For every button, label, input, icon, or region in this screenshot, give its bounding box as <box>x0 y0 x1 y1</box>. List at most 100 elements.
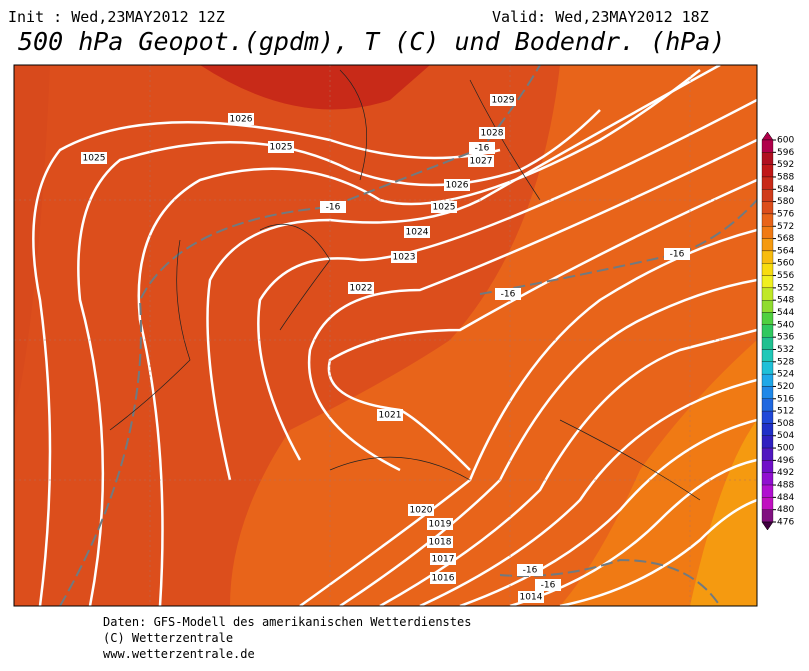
colorbar-label: 568 <box>777 234 794 244</box>
isobar-label: 1023 <box>393 253 416 263</box>
colorbar-swatch <box>761 349 774 362</box>
colorbar-swatch <box>761 472 774 486</box>
colorbar-swatch <box>761 312 774 325</box>
isobar-label: 1014 <box>520 593 543 603</box>
isobar-label: 1019 <box>429 520 452 530</box>
colorbar-swatch <box>761 373 774 387</box>
temperature-label: -16 <box>670 250 685 260</box>
isobar-label-box <box>518 591 544 603</box>
graticule <box>14 65 757 606</box>
colorbar-swatch <box>761 213 774 227</box>
colorbar-label: 492 <box>777 468 794 478</box>
isobar-label: 1025 <box>83 154 106 164</box>
colorbar-swatch <box>761 275 774 289</box>
colorbar-label: 536 <box>777 333 794 343</box>
map-area: 1029 1028 1027 1026 1025 1025 1026 1025 1024 1023… <box>14 65 757 606</box>
colorbar-label: 528 <box>777 357 794 367</box>
colorbar-label: 484 <box>777 493 794 503</box>
temperature-label: -16 <box>326 203 341 213</box>
colorbar: 600 596 592 588 584 580 576 572 568 564 560 556 552 5… <box>761 131 794 531</box>
isobar-label: 1020 <box>410 506 433 516</box>
colorbar-label: 516 <box>777 394 794 404</box>
isobar-label-box <box>431 201 457 213</box>
temperature-label-box <box>469 142 495 154</box>
isobar-label-box <box>479 127 505 139</box>
colorbar-label: 564 <box>777 246 794 256</box>
valid-text: Valid: Wed,23MAY2012 18Z <box>492 8 709 26</box>
colorbar-swatch <box>761 238 774 252</box>
colorbar-label: 520 <box>777 382 794 392</box>
colorbar-swatch <box>761 484 774 498</box>
colorbar-swatch <box>761 300 774 313</box>
colorbar-swatch <box>761 410 774 424</box>
isobar-label: 1026 <box>230 115 253 125</box>
colorbar-label: 524 <box>777 370 794 380</box>
isobar-label-box <box>228 113 254 125</box>
isobar-label: 1018 <box>429 538 452 548</box>
isobar-label: 1021 <box>379 411 402 421</box>
colorbar-arrow-bottom <box>761 521 774 531</box>
band-568 <box>690 420 757 606</box>
isobar-label-box <box>348 282 374 294</box>
colorbar-swatch <box>761 176 774 190</box>
colorbar-label: 500 <box>777 444 794 454</box>
colorbar-label: 596 <box>777 148 794 158</box>
isobar-label-box <box>404 226 430 238</box>
colorbar-swatch <box>761 226 774 239</box>
band-584 <box>200 65 430 110</box>
colorbar-label: 548 <box>777 296 794 306</box>
isobar-label: 1028 <box>481 129 504 139</box>
temperature-label-box <box>495 288 521 300</box>
colorbar-swatch <box>761 361 774 375</box>
footer-line: Daten: GFS-Modell des amerikanischen Wet… <box>103 615 471 629</box>
isobar-label: 1024 <box>406 228 429 238</box>
colorbar-swatch <box>761 164 774 178</box>
colorbar-swatch <box>761 386 774 399</box>
colorbar-label: 584 <box>777 185 794 195</box>
colorbar-swatch <box>761 189 774 202</box>
colorbar-swatch <box>761 201 774 215</box>
temperature-label: -16 <box>501 290 516 300</box>
colorbar-swatch <box>761 423 774 436</box>
colorbar-swatch <box>761 509 774 523</box>
colorbar-swatch <box>761 250 774 264</box>
band-580-west <box>14 65 50 420</box>
isobar-label: 1022 <box>350 284 373 294</box>
map-frame <box>13 64 758 607</box>
colorbar-swatch <box>761 263 774 276</box>
temperature-label-box <box>535 579 561 591</box>
colorbar-label: 572 <box>777 222 794 232</box>
colorbar-label: 600 <box>777 136 794 146</box>
footer-line: www.wetterzentrale.de <box>103 647 255 661</box>
isobar-label-box <box>81 152 107 164</box>
colorbar-label: 592 <box>777 160 794 170</box>
temperature-label: -16 <box>541 581 556 591</box>
colorbar-swatch <box>761 398 774 412</box>
isobar-label: 1026 <box>446 181 469 191</box>
colorbar-label: 556 <box>777 271 794 281</box>
colorbar-label: 580 <box>777 197 794 207</box>
colorbar-label: 488 <box>777 481 794 491</box>
isobar-label: 1025 <box>433 203 456 213</box>
colorbar-swatch <box>761 497 774 510</box>
temperature-label-box <box>320 201 346 213</box>
isobar-label-box <box>430 553 456 565</box>
colorbar-label: 576 <box>777 209 794 219</box>
colorbar-swatch <box>761 152 774 165</box>
colorbar-arrow-top <box>761 131 774 141</box>
isobar-label: 1029 <box>492 96 515 106</box>
init-text: Init : Wed,23MAY2012 12Z <box>8 8 225 26</box>
isobar-label: 1017 <box>432 555 455 565</box>
isobar-label-box <box>268 141 294 153</box>
colorbar-swatch <box>761 460 774 473</box>
isobar-label-box <box>490 94 516 106</box>
isobar-label-box <box>430 572 456 584</box>
isobar-label-box <box>377 409 403 421</box>
isobar-label-box <box>391 251 417 263</box>
isobar-label-box <box>408 504 434 516</box>
isobar-label-box <box>427 536 453 548</box>
isobar-label: 1016 <box>432 574 455 584</box>
contour-labels: 1029 1028 1027 1026 1025 1025 1026 1025 1024 1023… <box>81 94 690 603</box>
colorbar-label: 496 <box>777 456 794 466</box>
